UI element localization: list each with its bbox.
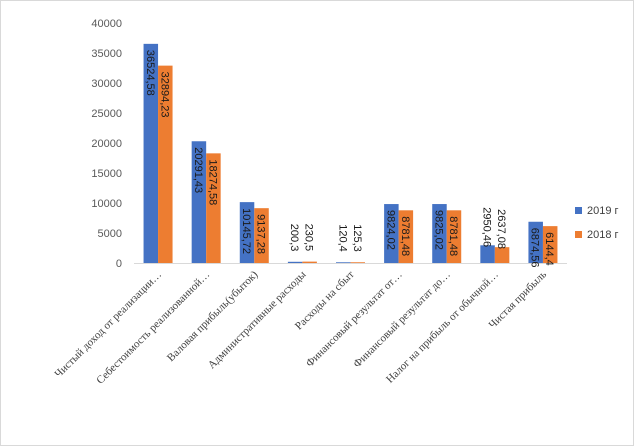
bar-series-2	[158, 65, 173, 264]
bar-series-2	[350, 262, 365, 263]
bar-series-2	[302, 261, 317, 263]
y-tick-label: 40000	[91, 18, 122, 30]
data-label: 9825,02	[432, 210, 444, 250]
data-label: 8781,48	[447, 216, 459, 256]
data-label: 6874,56	[529, 228, 541, 268]
axes: 0 5000 10000 15000 20000 25000 30000 35000 40000	[91, 18, 567, 270]
bars	[143, 43, 558, 264]
data-label: 18274,58	[206, 159, 218, 205]
bar-series-1	[287, 261, 303, 263]
data-label: 230,5	[303, 224, 315, 252]
bar-series-1	[480, 245, 495, 263]
data-label: 9824,02	[384, 210, 396, 250]
y-tick-label: 5000	[98, 228, 122, 240]
data-label: 32894,23	[158, 72, 170, 118]
bar-series-2	[494, 247, 510, 263]
data-label: 6144,4	[543, 232, 555, 266]
data-label: 10145,72	[240, 208, 252, 254]
legend-swatch	[575, 207, 582, 214]
data-label: 9137,28	[255, 214, 267, 254]
y-tick-label: 0	[116, 258, 122, 270]
data-label: 8781,48	[399, 216, 411, 256]
y-tick-label: 25000	[91, 108, 122, 120]
bar-series-2	[446, 210, 462, 263]
legend-label: 2019 г	[587, 205, 619, 217]
data-label: 125,3	[351, 224, 363, 252]
category-label: Валовая прибыль(убыток)	[165, 268, 261, 364]
category-label: Административные расходы	[206, 268, 309, 371]
category-label: Финансовый результат до…	[351, 269, 453, 371]
y-tick-label: 30000	[91, 78, 122, 90]
legend-label: 2018 г	[587, 229, 619, 241]
y-tick-label: 15000	[91, 168, 122, 180]
bar-series-2	[542, 226, 558, 263]
bar-series-1	[432, 204, 447, 263]
data-labels: 36524,58 20291,43 10145,72 200,3 120,4 9824,0…	[144, 50, 555, 268]
bar-series-1	[336, 262, 351, 263]
bar-series-2	[254, 208, 269, 263]
y-tick-label: 35000	[91, 48, 122, 60]
data-label: 2637,08	[495, 209, 507, 249]
data-label: 120,4	[336, 224, 348, 252]
y-tick-label: 10000	[91, 198, 122, 210]
category-label: Финансовый результат от…	[304, 269, 405, 370]
data-label: 36524,58	[144, 50, 156, 96]
bar-series-1	[143, 43, 159, 263]
bar-series-1	[239, 202, 255, 263]
bar-series-1	[384, 204, 399, 263]
data-label: 2950,46	[481, 207, 493, 247]
legend: 2019 г 2018 г	[575, 205, 619, 241]
data-label: 20291,43	[192, 147, 204, 193]
bar-series-1	[191, 141, 207, 263]
bar-series-2	[398, 210, 414, 263]
legend-swatch	[575, 231, 582, 238]
data-label: 200,3	[288, 224, 300, 252]
bar-series-1	[528, 221, 543, 263]
y-tick-label: 20000	[91, 138, 122, 150]
category-labels: Чистый доход от реализации…Себестоимость…	[53, 268, 550, 386]
bar-series-2	[206, 153, 221, 263]
